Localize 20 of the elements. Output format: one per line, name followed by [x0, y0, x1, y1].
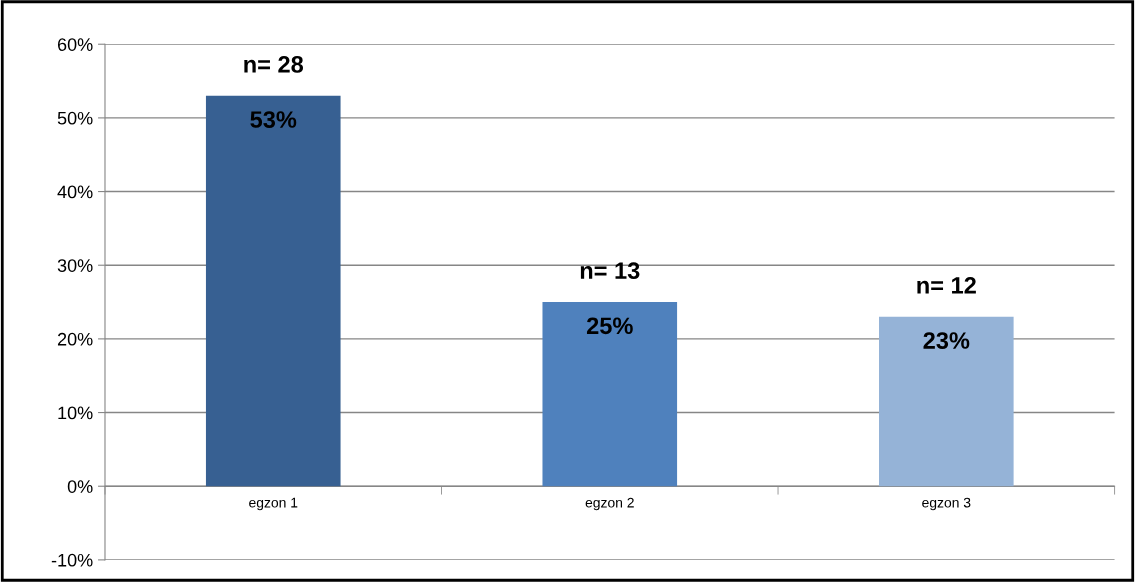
x-tick-label: egzon 2	[585, 497, 634, 511]
annotation: n= 28	[244, 55, 304, 73]
data-label: 23%	[923, 332, 970, 349]
data-label: 25%	[586, 317, 633, 335]
y-tick-label: 0%	[67, 480, 93, 493]
y-tick-label: 40%	[57, 185, 93, 199]
x-tick-label: egzon 3	[922, 497, 971, 511]
annotation: n= 12	[917, 276, 976, 294]
y-tick-label: -10%	[51, 553, 93, 567]
x-tick-label: egzon 1	[249, 497, 298, 511]
bar	[205, 95, 341, 487]
y-tick-label: 60%	[57, 38, 93, 51]
y-tick-label: 50%	[57, 111, 93, 125]
bar	[542, 302, 678, 487]
y-tick-label: 30%	[57, 259, 93, 272]
annotation: n= 13	[580, 262, 640, 280]
y-tick-label: 20%	[57, 332, 93, 346]
data-label: 53%	[250, 111, 297, 128]
y-tick-label: 10%	[58, 406, 93, 420]
bar	[879, 316, 1014, 487]
